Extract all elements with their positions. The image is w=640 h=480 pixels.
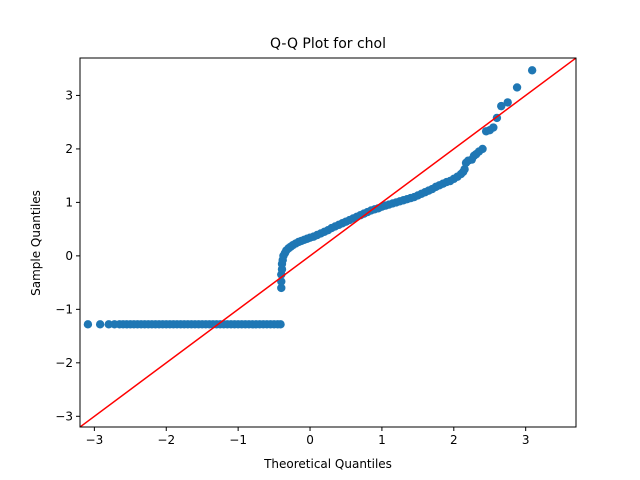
x-axis-title: Theoretical Quantiles — [263, 457, 392, 471]
reference-line — [80, 58, 576, 427]
y-tick-label: 0 — [65, 249, 73, 263]
data-point — [512, 83, 522, 92]
x-tick-label: −2 — [157, 433, 175, 447]
data-point — [497, 101, 506, 111]
plot-area: −3 −2 −1 0 1 2 3 −3 −2 −1 0 1 2 3 — [55, 57, 577, 447]
data-point — [277, 283, 286, 293]
data-points — [83, 66, 537, 329]
x-tick-label: 2 — [450, 433, 458, 447]
data-point — [460, 165, 469, 174]
data-point — [83, 320, 93, 329]
data-point — [104, 320, 113, 329]
y-axis-title: Sample Quantiles — [29, 190, 43, 296]
x-tick-label: 3 — [522, 433, 530, 447]
x-tick-label: 1 — [378, 433, 386, 447]
x-tick-label: −3 — [86, 433, 104, 447]
x-tick-label: 0 — [306, 433, 314, 447]
data-point — [95, 320, 105, 329]
x-tick-label: −1 — [229, 433, 247, 447]
data-point — [478, 144, 487, 154]
axes-frame — [79, 57, 577, 428]
y-tick-label: −3 — [55, 409, 73, 423]
data-point — [503, 98, 512, 107]
y-tick-label: 1 — [65, 195, 73, 209]
data-point — [527, 66, 537, 75]
chart-title: Q-Q Plot for chol — [270, 36, 386, 52]
y-tick-label: −2 — [55, 356, 73, 370]
y-tick-label: 2 — [65, 142, 73, 156]
data-point — [276, 320, 285, 329]
y-tick-label: −1 — [55, 302, 73, 316]
data-point — [489, 123, 498, 132]
y-tick-label: 3 — [65, 88, 73, 102]
